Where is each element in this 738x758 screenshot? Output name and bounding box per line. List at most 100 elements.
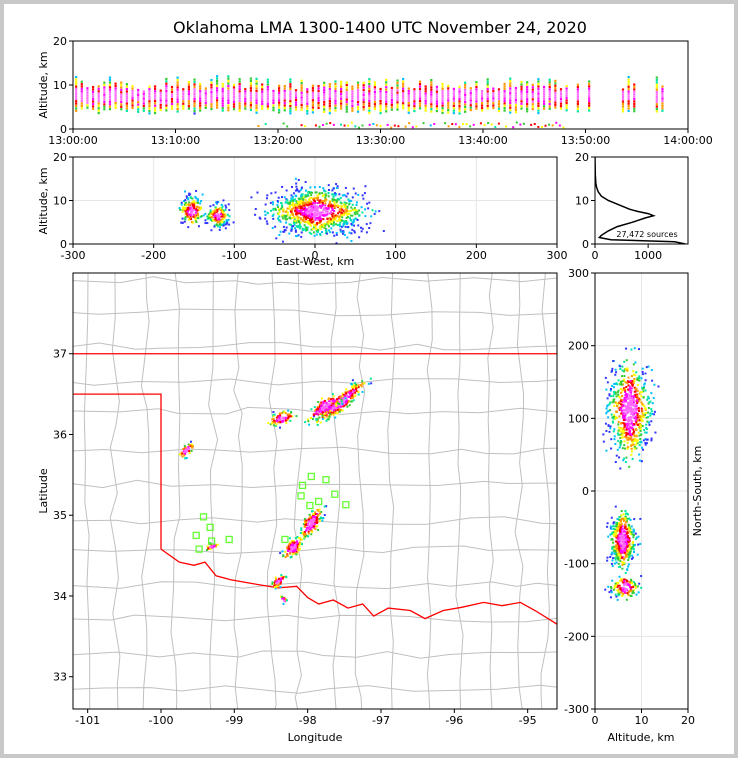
ew-source	[226, 213, 229, 216]
ew-source	[290, 227, 293, 230]
alt-time-source	[447, 125, 450, 128]
ew-source	[294, 221, 297, 224]
ew-source	[200, 215, 203, 218]
ew-source	[219, 222, 222, 225]
ns-source	[639, 423, 642, 426]
alt-time-source	[75, 78, 78, 81]
county-line	[330, 273, 341, 709]
plan-source	[293, 543, 296, 546]
plan-source	[274, 576, 277, 579]
ew-source	[300, 186, 303, 189]
plan-source	[275, 423, 278, 426]
ns-source	[629, 410, 632, 413]
ew-source	[320, 223, 323, 226]
ns-source	[602, 433, 605, 436]
alt-time-source	[215, 89, 219, 92]
alt-time-source	[137, 98, 140, 101]
alt-time-source	[351, 99, 354, 103]
plan-source	[310, 526, 313, 529]
ns-source	[626, 422, 629, 425]
ns-source	[640, 433, 643, 436]
ns-source	[630, 435, 633, 438]
alt-time-source	[261, 93, 264, 96]
plan-source	[320, 510, 323, 513]
alt-time-source	[655, 98, 658, 101]
plan-source	[329, 413, 332, 416]
ew-source	[232, 221, 235, 224]
ew-source	[219, 207, 222, 210]
alt-time-source	[402, 102, 405, 105]
alt-time-source	[452, 87, 455, 91]
ns-source	[628, 556, 631, 559]
ns-source	[605, 388, 608, 391]
alt-time-source	[447, 87, 450, 90]
alt-time-source	[368, 111, 371, 115]
plan-source	[353, 389, 356, 392]
ew-source	[282, 210, 285, 213]
ns-source	[606, 525, 609, 528]
alt-time-source	[159, 96, 162, 99]
ns-source	[619, 442, 622, 445]
alt-time-source	[633, 83, 636, 86]
ew-source	[308, 206, 311, 209]
ns-source	[643, 428, 646, 431]
alt-time-source	[187, 100, 190, 103]
ew-source	[194, 214, 197, 217]
ew-source	[197, 198, 200, 201]
plan-source	[300, 532, 303, 535]
alt-time-source	[80, 102, 83, 105]
ns-source	[639, 391, 642, 394]
ew-source	[294, 229, 297, 232]
ew-source	[189, 207, 192, 210]
ns-source	[622, 408, 625, 411]
alt-time-source	[548, 98, 551, 101]
alt-time-source	[430, 98, 433, 101]
plan-source	[336, 406, 339, 409]
ew-source	[332, 195, 335, 198]
ew-source	[322, 208, 325, 211]
ew-source	[315, 197, 318, 200]
ns-source	[641, 370, 644, 373]
alt-time-source	[633, 85, 636, 89]
alt-time-source	[148, 107, 151, 110]
alt-time-source	[548, 107, 551, 110]
alt-time-source	[362, 93, 365, 96]
plan-source	[325, 411, 328, 414]
ns-source	[632, 540, 635, 543]
ns-source	[612, 522, 615, 525]
ew-source	[215, 201, 218, 204]
ns-source	[647, 397, 650, 400]
plan-source	[284, 598, 287, 601]
plan-source	[288, 415, 291, 418]
ew-source	[288, 205, 291, 208]
ns-source	[614, 391, 617, 394]
alt-time-source	[351, 104, 354, 107]
alt-time-source	[621, 98, 625, 101]
alt-time-source	[328, 100, 331, 103]
ns-source	[629, 379, 632, 382]
ns-source	[641, 373, 644, 376]
plan-source	[330, 411, 333, 414]
county-line	[208, 273, 219, 709]
alt-time-source	[176, 83, 179, 87]
ew-source	[318, 204, 321, 207]
plan-source	[279, 414, 282, 417]
plan-source	[298, 544, 301, 547]
plan-source	[299, 538, 302, 541]
ew-source	[290, 229, 293, 232]
ew-source	[329, 202, 332, 205]
ew-source	[192, 215, 195, 218]
plan-source	[275, 424, 278, 427]
alt-time-source	[103, 81, 106, 84]
ns-source	[638, 419, 641, 422]
alt-time-source	[137, 110, 140, 113]
ew-xtick: 300	[547, 249, 568, 262]
ew-source	[308, 213, 311, 216]
alt-time-source	[165, 99, 168, 102]
ns-source	[615, 556, 618, 559]
ew-source	[259, 217, 262, 220]
county-line	[73, 516, 557, 525]
alt-time-source	[80, 92, 83, 95]
alt-time-source	[458, 90, 461, 93]
ew-source	[214, 219, 217, 222]
